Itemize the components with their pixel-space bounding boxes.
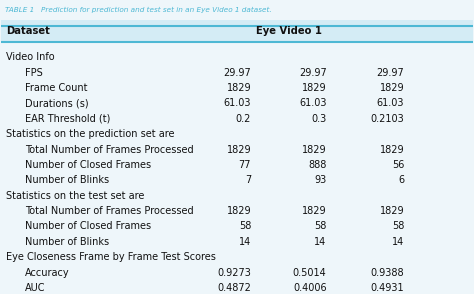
Text: AUC: AUC	[25, 283, 46, 293]
Text: 1829: 1829	[302, 83, 327, 93]
Bar	[1, 20, 473, 41]
Text: 1829: 1829	[380, 83, 404, 93]
Text: 1829: 1829	[302, 145, 327, 155]
Text: EAR Threshold (t): EAR Threshold (t)	[25, 114, 110, 124]
Text: 1829: 1829	[380, 145, 404, 155]
Text: 93: 93	[314, 175, 327, 185]
Text: Video Info: Video Info	[6, 52, 55, 62]
Text: 58: 58	[314, 221, 327, 231]
Text: Durations (s): Durations (s)	[25, 98, 89, 108]
Text: 61.03: 61.03	[299, 98, 327, 108]
Text: 1829: 1829	[227, 145, 251, 155]
Text: Dataset: Dataset	[6, 26, 50, 36]
Text: 14: 14	[239, 237, 251, 247]
Text: 0.9388: 0.9388	[371, 268, 404, 278]
Text: Number of Blinks: Number of Blinks	[25, 175, 109, 185]
Text: 0.3: 0.3	[311, 114, 327, 124]
Text: 0.2: 0.2	[236, 114, 251, 124]
Text: 29.97: 29.97	[299, 68, 327, 78]
Text: 0.4931: 0.4931	[371, 283, 404, 293]
Text: 0.2103: 0.2103	[371, 114, 404, 124]
Text: 14: 14	[314, 237, 327, 247]
Text: Statistics on the test set are: Statistics on the test set are	[6, 191, 145, 201]
Text: 6: 6	[398, 175, 404, 185]
Text: 0.9273: 0.9273	[217, 268, 251, 278]
Text: 0.4872: 0.4872	[217, 283, 251, 293]
Text: Number of Blinks: Number of Blinks	[25, 237, 109, 247]
Text: FPS: FPS	[25, 68, 43, 78]
Text: Accuracy: Accuracy	[25, 268, 70, 278]
Text: 61.03: 61.03	[224, 98, 251, 108]
Text: 0.4006: 0.4006	[293, 283, 327, 293]
Text: 1829: 1829	[380, 206, 404, 216]
Text: 14: 14	[392, 237, 404, 247]
Text: Total Number of Frames Processed: Total Number of Frames Processed	[25, 206, 193, 216]
Text: 7: 7	[245, 175, 251, 185]
Text: 58: 58	[239, 221, 251, 231]
Text: 0.5014: 0.5014	[293, 268, 327, 278]
Text: 29.97: 29.97	[376, 68, 404, 78]
Text: Number of Closed Frames: Number of Closed Frames	[25, 160, 151, 170]
Text: 888: 888	[308, 160, 327, 170]
Text: 58: 58	[392, 221, 404, 231]
Text: 1829: 1829	[302, 206, 327, 216]
Text: 29.97: 29.97	[223, 68, 251, 78]
Text: Number of Closed Frames: Number of Closed Frames	[25, 221, 151, 231]
Text: 77: 77	[238, 160, 251, 170]
Text: 56: 56	[392, 160, 404, 170]
Text: Statistics on the prediction set are: Statistics on the prediction set are	[6, 129, 174, 139]
Text: Total Number of Frames Processed: Total Number of Frames Processed	[25, 145, 193, 155]
Text: Eye Closeness Frame by Frame Test Scores: Eye Closeness Frame by Frame Test Scores	[6, 252, 216, 262]
Text: 61.03: 61.03	[377, 98, 404, 108]
Text: 1829: 1829	[227, 83, 251, 93]
Text: 1829: 1829	[227, 206, 251, 216]
Text: Eye Video 1: Eye Video 1	[256, 26, 322, 36]
Text: Frame Count: Frame Count	[25, 83, 87, 93]
Text: TABLE 1   Prediction for prediction and test set in an Eye Video 1 dataset.: TABLE 1 Prediction for prediction and te…	[5, 7, 271, 14]
